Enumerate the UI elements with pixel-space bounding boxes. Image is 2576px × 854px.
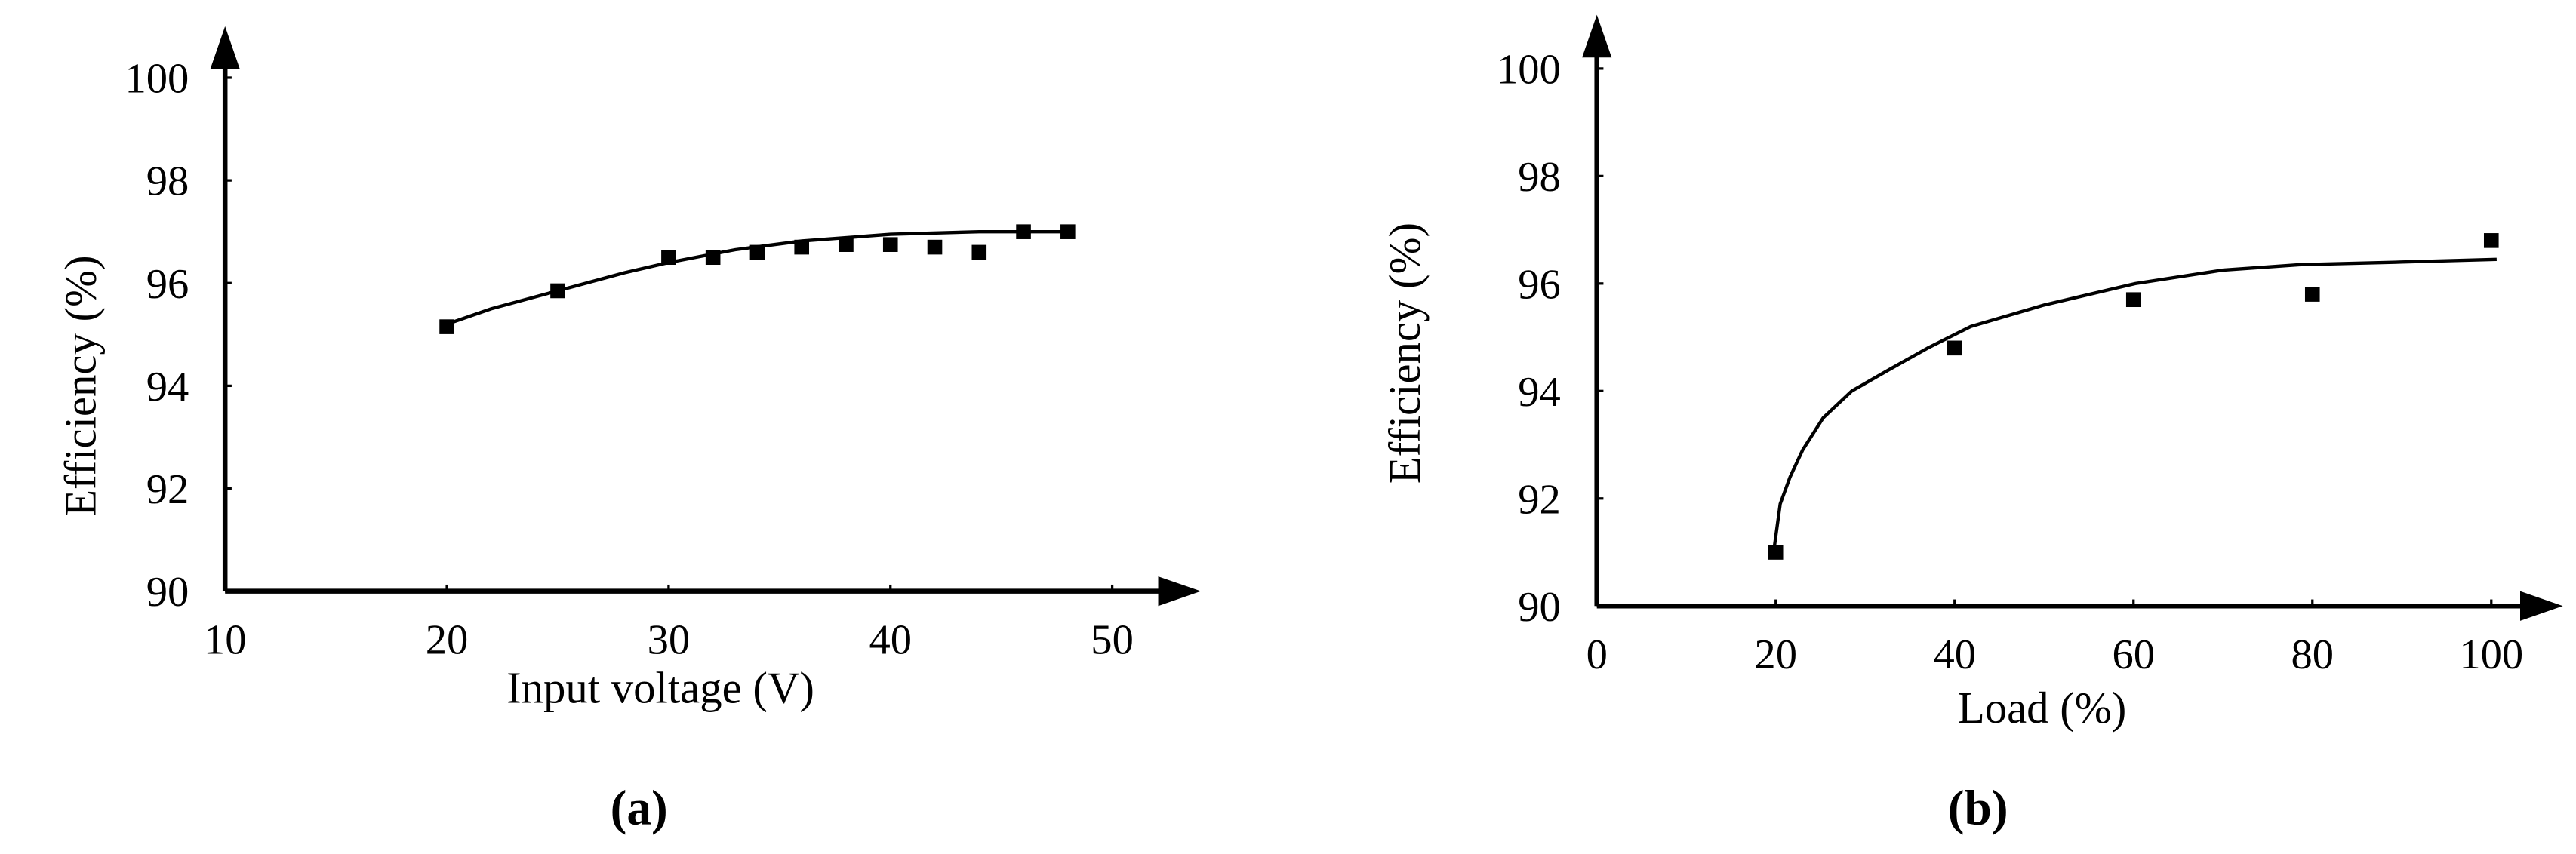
x-tick-label: 0 [1587,631,1608,678]
data-point [661,250,676,266]
data-point [1947,340,1962,356]
data-point [927,239,943,255]
fit-curve [1772,257,2497,550]
data-point [971,244,987,260]
data-point [749,244,765,260]
data-point [1768,545,1784,560]
y-tick-label: 98 [146,158,189,205]
data-point [2483,233,2499,248]
data-point [439,319,454,334]
y-axis-arrow [1582,14,1612,58]
x-tick-label: 20 [1754,631,1797,678]
y-tick-label: 96 [146,261,189,308]
x-tick-label: 10 [204,616,247,663]
x-tick-label: 20 [426,616,469,663]
y-tick-label: 96 [1518,261,1561,308]
y-tick-label: 90 [146,569,189,616]
fit-curve [446,229,1068,326]
y-axis-arrow [210,26,240,69]
y-tick-label: 92 [146,466,189,513]
y-tick-label: 94 [1518,369,1561,416]
x-tick-label: 100 [2459,631,2523,678]
y-axis-title: Efficiency (%) [1380,223,1430,484]
data-point [1016,224,1031,239]
panel-label: (b) [1948,782,2008,836]
data-point [1060,224,1076,239]
data-point [2304,287,2320,302]
x-axis-title: Load (%) [1958,684,2126,733]
x-axis-arrow [1158,576,1202,607]
y-tick-label: 100 [1497,46,1561,93]
data-point [2125,292,2141,308]
y-tick-label: 94 [146,364,189,410]
y-tick-label: 92 [1518,476,1561,523]
x-tick-label: 30 [648,616,691,663]
x-tick-label: 60 [2112,631,2155,678]
data-point [794,239,810,255]
x-tick-label: 50 [1091,616,1134,663]
x-axis-title: Input voltage (V) [506,664,814,713]
y-tick-label: 98 [1518,154,1561,201]
data-point [882,237,898,252]
x-tick-label: 40 [1933,631,1976,678]
y-tick-label: 90 [1518,584,1561,631]
x-axis-arrow [2519,591,2563,621]
data-point [839,237,854,252]
data-point [550,283,565,299]
panel-label: (a) [611,782,668,836]
y-axis-title: Efficiency (%) [57,255,106,516]
data-point [705,250,721,266]
y-tick-label: 100 [125,56,189,103]
x-tick-label: 40 [869,616,912,663]
x-tick-label: 80 [2291,631,2334,678]
